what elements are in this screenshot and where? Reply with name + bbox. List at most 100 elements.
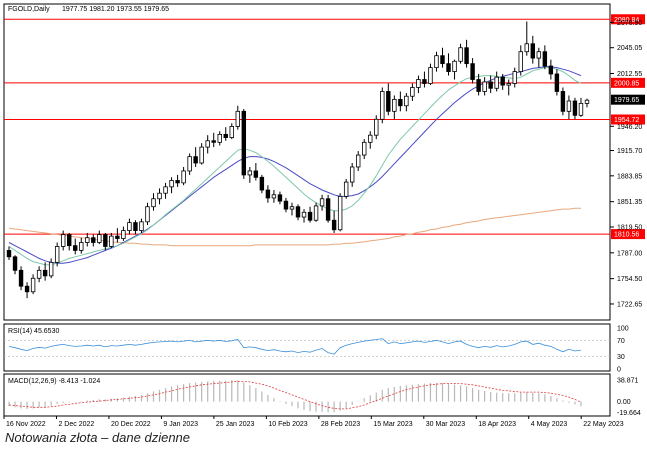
candle-body	[470, 63, 475, 80]
candle-body	[265, 189, 271, 199]
candle-body	[422, 79, 427, 84]
candle-body	[325, 198, 331, 221]
candle-body	[48, 261, 54, 277]
macd-signal-line	[8, 380, 582, 410]
candle-body	[410, 87, 415, 97]
candle-body	[355, 154, 361, 168]
price-panel	[3, 3, 611, 321]
candle-body	[169, 180, 174, 188]
candle-body	[343, 181, 349, 197]
time-tick-label: 10 Feb 2023	[268, 421, 307, 428]
price-tick-label: 1883.85	[617, 173, 642, 180]
rsi-tick-label: 30	[617, 354, 625, 361]
candle-body	[536, 51, 542, 59]
candle-body	[319, 198, 325, 207]
candle-body	[139, 221, 144, 231]
candle-body	[54, 246, 60, 263]
candle-body	[331, 219, 337, 231]
price-tick-label: 2076.90	[617, 20, 642, 27]
candle-body	[512, 71, 517, 84]
candle-body	[223, 133, 228, 138]
candle-body	[103, 234, 108, 247]
ma-fast-line	[8, 67, 582, 266]
candle-body	[187, 156, 192, 172]
candle-body	[247, 170, 253, 176]
candle-body	[217, 133, 222, 143]
symbol-label: FGOLD,Daily	[8, 6, 50, 13]
price-tick-label: 2012.55	[617, 71, 642, 78]
candle-body	[157, 192, 162, 200]
candle-body	[301, 211, 307, 218]
rsi-tick-label: 70	[617, 338, 625, 345]
level-price-box	[611, 14, 645, 25]
candle-body	[193, 156, 198, 164]
macd-tick-label: 0.00	[617, 399, 631, 406]
candle-body	[392, 99, 397, 112]
time-tick-label: 9 Jan 2023	[163, 421, 198, 428]
candle-body	[283, 200, 289, 210]
candle-body	[476, 79, 481, 92]
price-axis: 2076.90 2045.05 2012.55 1946.20 1915.70 1883.…	[610, 20, 642, 308]
candle-body	[211, 140, 216, 143]
level-price-box	[611, 77, 645, 88]
time-tick-label: 22 May 2023	[583, 421, 624, 428]
candle-body	[91, 237, 96, 243]
rsi-panel	[3, 323, 611, 372]
rsi-tick-label: 100	[617, 326, 629, 333]
candle-body	[560, 91, 566, 112]
candle-body	[42, 269, 48, 277]
candle-body	[307, 211, 313, 221]
candle-body	[163, 186, 168, 194]
macd-indicator: 38.871 0.00 -19.664	[8, 377, 641, 417]
price-tick-label: 1851.35	[617, 199, 642, 206]
candle-body	[121, 230, 126, 239]
ohlc-label: 1977.75 1981.20 1973.55 1979.65	[62, 6, 169, 13]
candle-body	[253, 170, 259, 178]
candle-body	[289, 206, 295, 210]
level-price-box	[611, 114, 645, 125]
macd-tick-label: 38.871	[617, 377, 639, 384]
candle-body	[175, 180, 180, 184]
candle-body	[127, 222, 132, 231]
price-tick-label: 1787.00	[617, 250, 642, 257]
last-price-label: 1979.65	[614, 97, 639, 104]
candle-body	[566, 100, 572, 112]
candle-body	[434, 55, 439, 69]
candle-body	[428, 67, 433, 84]
time-tick-label: 20 Dec 2022	[111, 421, 151, 428]
rsi-line	[8, 338, 582, 355]
candle-body	[500, 76, 505, 86]
candle-body	[18, 269, 24, 287]
level-price-label: 1810.56	[614, 232, 639, 239]
candle-body	[67, 234, 72, 247]
time-tick-label: 2 Dec 2022	[58, 421, 94, 428]
candle-body	[386, 91, 391, 112]
rsi-indicator: 100 70 30 0	[4, 326, 629, 374]
candle-body	[337, 195, 343, 231]
candle-body	[229, 126, 234, 138]
candle-body	[464, 47, 469, 65]
price-tick-label: 1915.70	[617, 148, 642, 155]
candle-body	[205, 140, 210, 148]
candle-body	[518, 51, 523, 72]
candle-body	[133, 222, 138, 231]
time-axis: 16 Nov 2022 2 Dec 2022 20 Dec 2022 9 Jan 20…	[3, 416, 624, 428]
level-price-label: 2080.84	[614, 17, 639, 24]
price-tick-label: 1722.65	[617, 301, 642, 308]
price-tick-label: 1754.50	[617, 276, 642, 283]
time-tick-label: 25 Jan 2023	[216, 421, 255, 428]
time-tick-label: 15 Mar 2023	[373, 421, 412, 428]
macd-tick-label: -19.664	[617, 410, 641, 417]
time-tick-label: 16 Nov 2022	[6, 421, 46, 428]
candle-body	[572, 100, 578, 116]
candle-body	[349, 166, 355, 183]
candle-body	[30, 277, 36, 293]
candle-body	[548, 65, 554, 75]
price-tick-label: 2045.05	[617, 45, 642, 52]
candle-body	[452, 60, 457, 72]
candle-body	[530, 43, 536, 59]
candle-body	[578, 102, 584, 116]
candle-body	[554, 73, 560, 92]
candle-body	[79, 242, 84, 251]
candle-body	[241, 110, 247, 176]
